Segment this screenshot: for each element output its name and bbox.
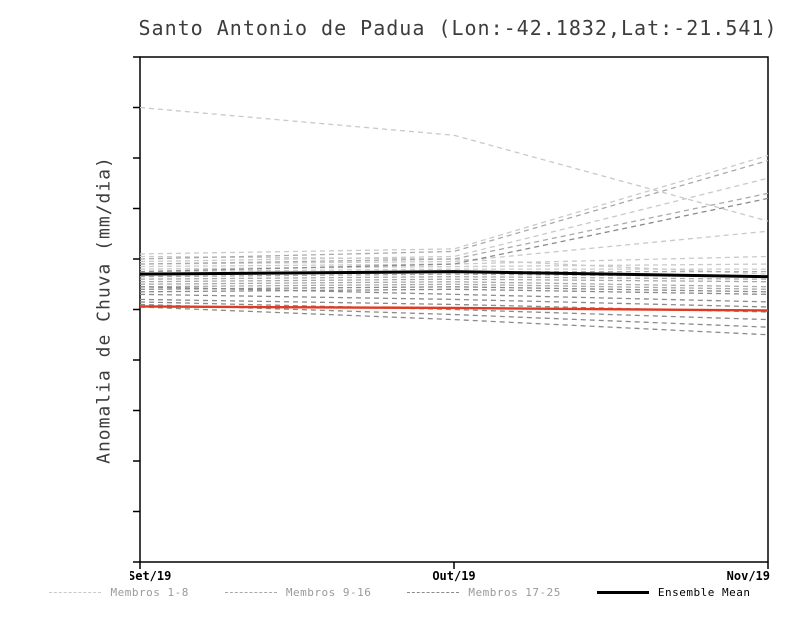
series-membro-1 <box>139 106 769 222</box>
legend-label: Membros 1-8 <box>110 586 189 599</box>
legend-label: Membros 9-16 <box>285 586 372 599</box>
legend-item: Membros 1-8 <box>49 586 188 599</box>
series-membro-21 <box>139 293 769 308</box>
series-membro-16 <box>139 283 769 290</box>
series-membro-20 <box>139 286 769 303</box>
legend-label: Ensemble Mean <box>657 586 751 599</box>
legend: Membros 1-8 Membros 9-16 Membros 17-25 Ense… <box>0 586 800 599</box>
legend-line-dashed-icon <box>49 592 102 593</box>
series-membro-13 <box>139 276 769 280</box>
series-membro-8 <box>139 255 769 275</box>
series-membro-19 <box>139 288 769 295</box>
x-tick-label: Out/19 <box>432 569 475 583</box>
legend-line-solid-icon <box>596 591 649 594</box>
series-membro-4 <box>139 230 769 265</box>
chart-title: Santo Antonio de Padua (Lon:-42.1832,Lat… <box>138 16 778 40</box>
y-axis-label: Anomalia de Chuva (mm/dia) <box>93 156 115 464</box>
legend-label: Membros 17-25 <box>468 586 561 599</box>
series-ensemble-mean <box>139 270 769 279</box>
series-membro-9 <box>139 159 769 260</box>
x-tick-label: Set/19 <box>130 569 171 583</box>
legend-item: Ensemble Mean <box>596 586 751 599</box>
series-membro-6 <box>139 263 769 270</box>
series-membro-5 <box>139 255 769 268</box>
series-membro-23 <box>139 301 769 321</box>
legend-item: Membros 17-25 <box>407 586 561 599</box>
x-tick-label: Nov/19 <box>727 569 770 583</box>
series-membro-25 <box>139 306 769 336</box>
series-membro-3 <box>139 177 769 263</box>
series-membro-11 <box>139 270 768 275</box>
series-membro-18 <box>139 286 769 293</box>
series-membro-14 <box>139 278 769 283</box>
series-membro-24 <box>139 303 769 328</box>
series-reference <box>139 305 769 312</box>
legend-item: Membros 9-16 <box>224 586 372 599</box>
series-membro-10 <box>139 192 769 265</box>
series-membro-2 <box>139 154 769 255</box>
legend-line-dashed-icon <box>224 592 277 593</box>
series-membro-15 <box>139 281 769 288</box>
legend-line-dashed-icon <box>407 592 460 593</box>
